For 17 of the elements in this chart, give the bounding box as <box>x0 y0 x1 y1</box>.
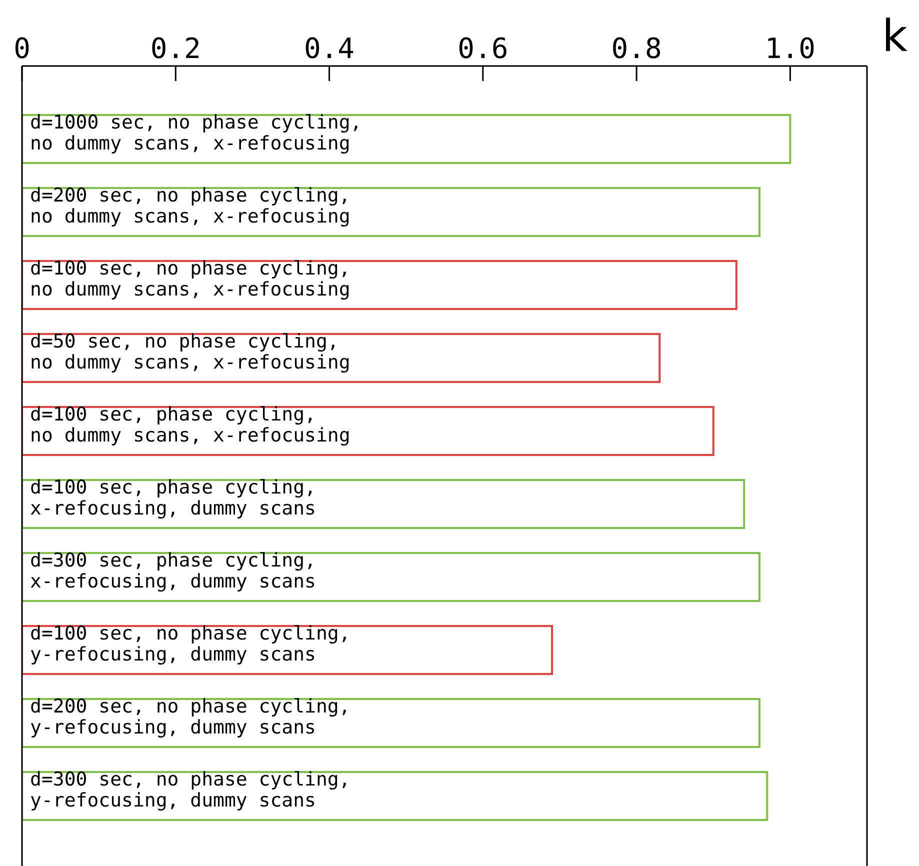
y-tick-label: d=100 sec, phase cycling, x-refocusing, dummy scans <box>30 476 316 520</box>
y-tick-label: d=300 sec, no phase cycling, y-refocusing, dummy scans <box>30 768 350 812</box>
x-tick-label: 0.2 <box>150 32 201 65</box>
y-tick-label: d=1000 sec, no phase cycling, no dummy scans, x-refocusing <box>30 112 362 154</box>
text: k <box>882 11 908 62</box>
x-tick-label: 0 <box>14 32 30 65</box>
x-tick-label: 0.8 <box>611 32 662 65</box>
y-tick-label: d=50 sec, no phase cycling, no dummy scans, x-refocusing <box>30 330 350 374</box>
y-tick-label: d=300 sec, phase cycling, x-refocusing, dummy scans <box>30 550 316 592</box>
y-tick-label: d=200 sec, no phase cycling, no dummy scans, x-refocusing <box>30 184 350 228</box>
y-tick-label: d=200 sec, no phase cycling, y-refocusing, dummy scans <box>30 696 350 738</box>
x-tick-label: 1.0 <box>764 32 816 65</box>
x-tick-label: 0.4 <box>304 32 355 65</box>
y-tick-label: d=100 sec, no phase cycling, no dummy scans, x-refocusing <box>30 258 350 300</box>
x-tick-label: 0.6 <box>458 32 508 65</box>
y-tick-label: d=100 sec, phase cycling, no dummy scans, x-refocusing <box>30 404 350 446</box>
y-tick-label: d=100 sec, no phase cycling, y-refocusing, dummy scans <box>30 622 350 666</box>
